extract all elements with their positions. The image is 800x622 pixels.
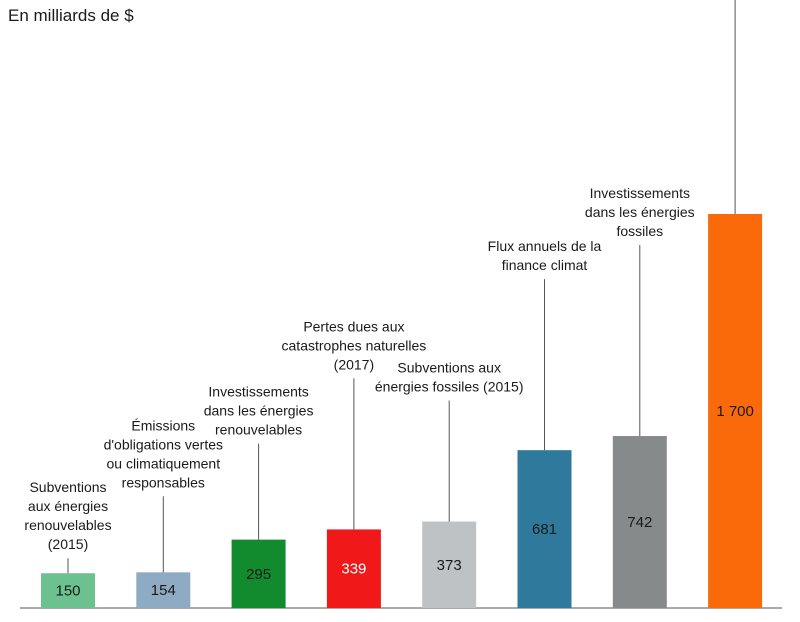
- category-label-7-line-2: dans les énergies: [585, 204, 695, 220]
- value-label-1: 150: [55, 583, 80, 600]
- category-label-1-line-3: renouvelables: [24, 517, 111, 533]
- bar-6: [517, 450, 572, 608]
- category-label-4-line-2: catastrophes naturelles: [282, 337, 427, 353]
- value-label-3: 295: [246, 566, 271, 583]
- bar-3: [231, 539, 286, 608]
- category-label-1-line-4: (2015): [48, 536, 88, 552]
- bar-1: [41, 573, 95, 608]
- category-label-3-line-1: Investissements: [208, 384, 308, 400]
- category-label-3-line-3: renouvelables: [215, 422, 302, 438]
- unit-label: En milliards de $: [8, 6, 134, 25]
- category-label-7-line-1: Investissements: [590, 185, 690, 201]
- value-label-6: 681: [532, 521, 557, 538]
- bar-7: [612, 436, 667, 608]
- category-label-5-line-2: énergies fossiles (2015): [375, 379, 524, 395]
- category-label-1-line-2: aux énergies: [28, 498, 108, 514]
- category-label-7-line-3: fossiles: [616, 223, 663, 239]
- bar-2: [136, 572, 191, 608]
- category-label-2-line-4: responsables: [122, 474, 205, 490]
- category-label-4-line-3: (2017): [334, 356, 374, 372]
- value-label-5: 373: [437, 557, 462, 574]
- category-label-6-line-2: finance climat: [502, 257, 588, 273]
- value-label-4: 339: [341, 561, 366, 578]
- value-label-2: 154: [151, 582, 176, 599]
- value-label-8: 1 700: [716, 403, 754, 420]
- category-label-2-line-2: d'obligations vertes: [104, 436, 223, 452]
- category-label-1-line-1: Subventions: [29, 479, 106, 495]
- category-label-3-line-2: dans les énergies: [204, 403, 314, 419]
- category-label-4-line-1: Pertes dues aux: [303, 318, 404, 334]
- value-label-7: 742: [627, 514, 652, 531]
- bar-5: [422, 521, 477, 608]
- category-label-6-line-1: Flux annuels de la: [488, 238, 602, 254]
- category-label-2-line-3: ou climatiquement: [106, 455, 220, 471]
- bar-4: [326, 529, 381, 608]
- category-label-5-line-1: Subventions aux: [397, 360, 501, 376]
- category-label-2-line-1: Émissions: [131, 417, 195, 433]
- bar-8: [708, 214, 763, 608]
